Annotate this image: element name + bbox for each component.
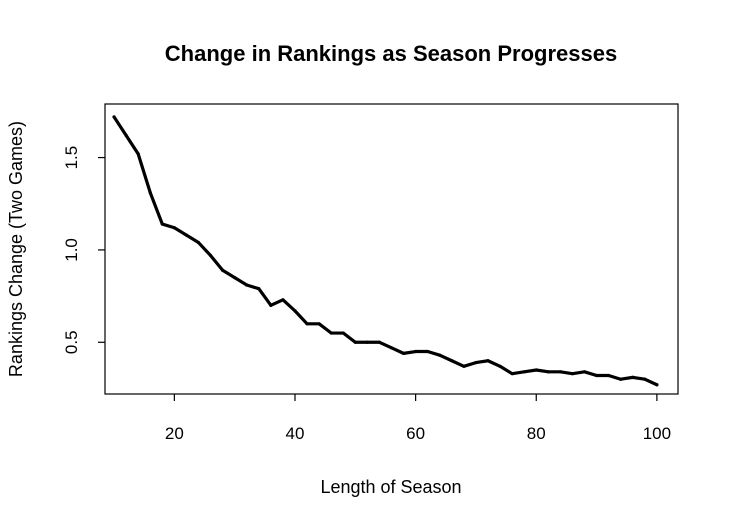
data-point <box>486 359 490 363</box>
data-point <box>353 340 357 344</box>
data-point <box>498 364 502 368</box>
data-point <box>245 283 249 287</box>
data-point <box>196 240 201 245</box>
data-point <box>570 372 575 376</box>
x-tick-label: 60 <box>406 424 425 443</box>
data-point <box>414 349 418 354</box>
y-tick-label: 1.5 <box>62 146 81 170</box>
y-axis-label: Rankings Change (Two Games) <box>6 121 26 377</box>
y-tick-label: 1.0 <box>62 238 81 262</box>
data-point <box>184 233 189 237</box>
data-point <box>401 351 406 355</box>
data-point <box>221 268 225 272</box>
data-point <box>305 322 309 326</box>
series-line <box>112 115 659 387</box>
data-point <box>594 373 599 378</box>
x-tick-label: 40 <box>286 424 305 443</box>
data-point <box>389 346 394 350</box>
data-point <box>655 383 659 387</box>
data-point <box>341 331 345 335</box>
data-point <box>522 370 526 374</box>
data-point <box>450 359 454 363</box>
data-point <box>317 322 321 326</box>
data-point <box>474 361 478 365</box>
x-tick-label: 80 <box>527 424 546 443</box>
x-tick-label: 20 <box>165 424 184 443</box>
data-point <box>269 303 273 307</box>
data-point <box>233 276 237 280</box>
data-point <box>148 191 152 195</box>
data-point <box>534 368 538 372</box>
data-point <box>546 370 550 374</box>
data-point <box>208 253 213 258</box>
chart-title: Change in Rankings as Season Progresses <box>165 41 617 66</box>
data-point <box>607 373 611 378</box>
data-point <box>377 340 382 344</box>
data-point <box>631 375 635 379</box>
data-point <box>426 349 430 354</box>
plot-frame <box>104 103 679 395</box>
data-point <box>510 372 514 376</box>
series-layer <box>112 115 659 387</box>
data-point <box>136 152 140 156</box>
data-point <box>112 115 116 119</box>
data-point <box>124 133 128 137</box>
data-point <box>365 340 369 344</box>
data-point <box>172 226 176 230</box>
data-point <box>293 309 297 313</box>
data-point <box>582 370 587 374</box>
data-point <box>257 287 261 291</box>
data-point <box>619 377 623 381</box>
data-point <box>281 298 285 302</box>
data-point <box>462 364 466 368</box>
x-axis: 20 40 60 80 100 <box>165 394 671 443</box>
data-point <box>643 377 647 381</box>
x-axis-label: Length of Season <box>320 477 461 497</box>
x-tick-label: 100 <box>643 424 671 443</box>
y-tick-label: 0.5 <box>62 330 81 354</box>
y-axis: 0.5 1.0 1.5 <box>62 146 105 354</box>
data-point <box>329 331 333 335</box>
data-point <box>160 222 164 226</box>
data-point <box>438 353 442 357</box>
data-point <box>558 370 562 374</box>
